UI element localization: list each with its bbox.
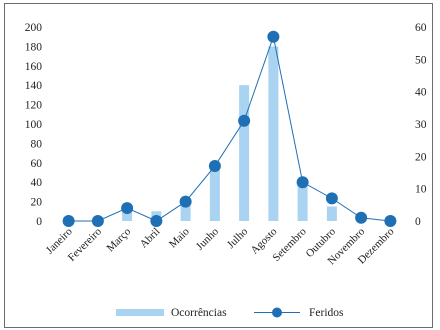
y-left-tick-label: 100 [25, 119, 43, 131]
bar-março [122, 211, 133, 221]
line-series-feridos [68, 34, 391, 222]
y-right-tick-label: 50 [415, 54, 427, 66]
y-right-tick-label: 40 [415, 87, 427, 99]
y-left-tick-label: 20 [31, 197, 43, 209]
x-tick-label: Abril [138, 226, 163, 251]
y-left-tick-label: 140 [25, 80, 43, 92]
point-janeiro [62, 215, 75, 227]
y-left-tick-label: 160 [25, 61, 43, 73]
y-left-tick-label: 40 [31, 177, 43, 189]
x-tick-label: Maio [167, 225, 192, 250]
bar-junho [209, 169, 220, 221]
legend-label-ocorrencias: Ocorrências [171, 307, 227, 319]
legend-label-feridos: Feridos [309, 307, 344, 319]
point-março [121, 202, 134, 215]
y-left-tick-label: 60 [31, 158, 43, 170]
points-feridos [62, 30, 397, 227]
point-dezembro [384, 215, 397, 227]
x-tick-label: Março [104, 225, 133, 254]
point-agosto [267, 30, 280, 43]
y-right-tick-label: 20 [415, 151, 427, 163]
y-left-tick-label: 120 [25, 100, 43, 112]
y-right-tick-label: 30 [415, 119, 427, 131]
y-left-tick-label: 0 [36, 216, 42, 228]
x-tick-label: Junho [194, 225, 221, 252]
legend-swatch-ocorrencias [116, 309, 164, 316]
point-novembro [355, 211, 368, 224]
point-maio [179, 195, 192, 208]
bar-setembro [297, 182, 308, 221]
point-abril [150, 215, 163, 227]
bar-julho [239, 85, 250, 221]
legend: Ocorrências Feridos [116, 307, 344, 319]
y-axis-left: 0 20 40 60 80 100 120 140 160 180 200 [25, 22, 43, 228]
line-feridos-path [68, 34, 391, 222]
bar-outubro [326, 206, 337, 221]
point-fevereiro [91, 215, 104, 227]
bar-series-ocorrencias [63, 46, 396, 222]
y-right-tick-label: 60 [415, 22, 427, 34]
legend-marker-feridos [272, 307, 282, 318]
point-julho [238, 114, 251, 127]
y-right-tick-label: 10 [415, 184, 427, 196]
y-axis-right: 0 10 20 30 40 50 60 [415, 22, 427, 228]
bar-agosto [268, 46, 279, 222]
bar-maio [180, 201, 191, 221]
point-junho [208, 160, 221, 173]
y-left-tick-label: 180 [25, 41, 43, 53]
y-right-tick-label: 0 [415, 216, 421, 228]
point-setembro [296, 176, 309, 189]
point-outubro [325, 192, 338, 205]
y-left-tick-label: 200 [25, 22, 43, 34]
x-tick-label: Julho [225, 225, 251, 251]
y-left-tick-label: 80 [31, 138, 43, 150]
